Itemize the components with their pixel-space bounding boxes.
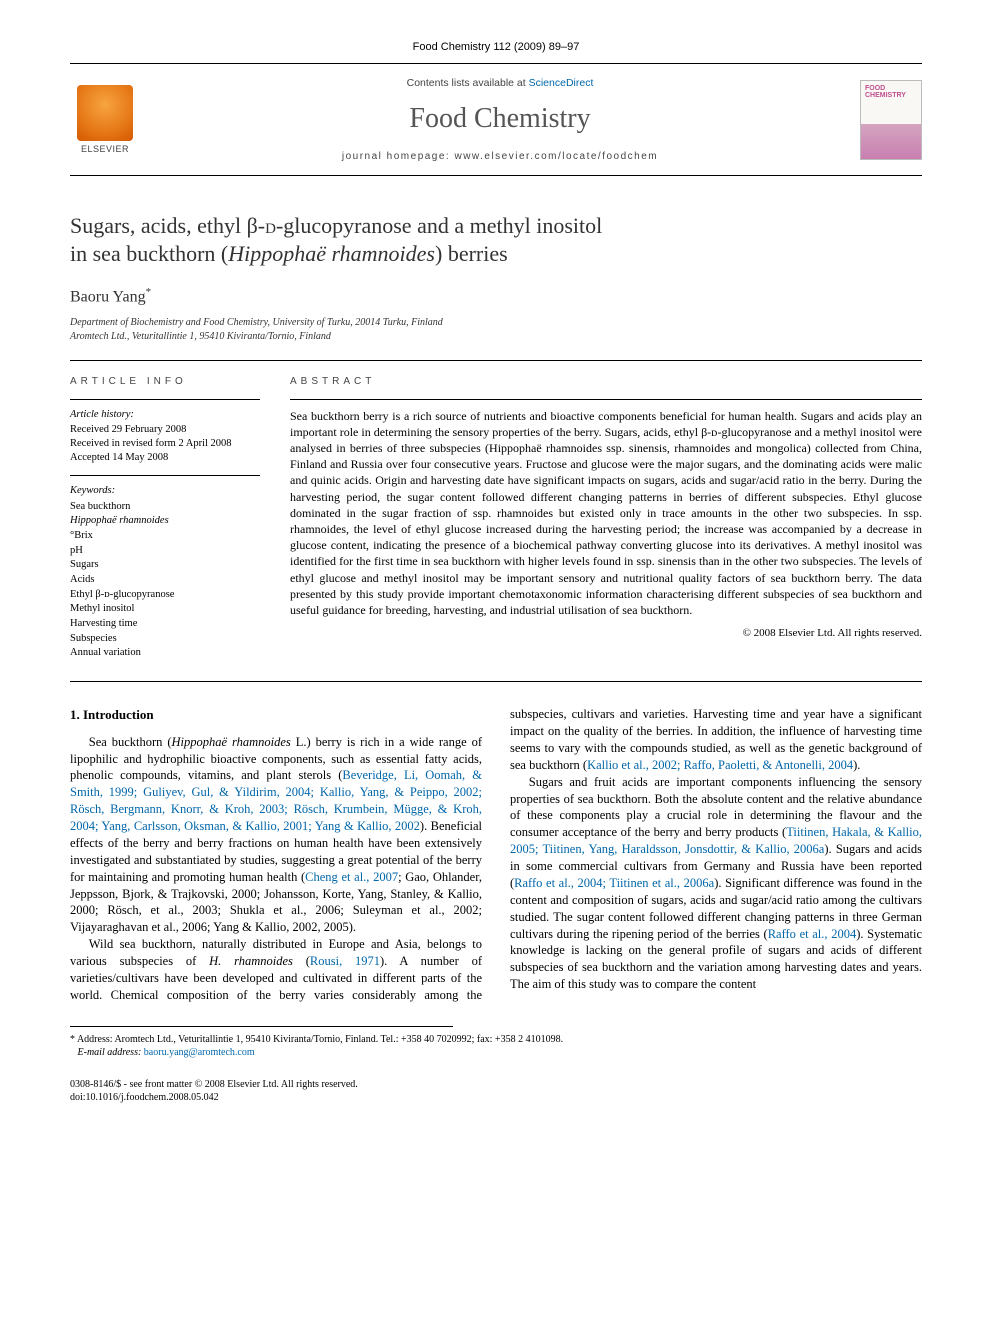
footer-line-1: 0308-8146/$ - see front matter © 2008 El… bbox=[70, 1078, 922, 1091]
kw-0: Sea buckthorn bbox=[70, 500, 260, 515]
article-info-column: article info Article history: Received 2… bbox=[70, 375, 260, 661]
footnotes: * Address: Aromtech Ltd., Veturitallinti… bbox=[70, 1033, 922, 1060]
p1-it1: Hippophaë rhamnoides bbox=[172, 735, 291, 749]
affiliation-1: Department of Biochemistry and Food Chem… bbox=[70, 316, 922, 330]
contents-prefix: Contents lists available at bbox=[407, 77, 529, 89]
info-divider-1 bbox=[70, 399, 260, 400]
journal-cover-thumbnail: FOOD CHEMISTRY bbox=[860, 80, 922, 160]
info-abstract-row: article info Article history: Received 2… bbox=[70, 360, 922, 661]
abstract-column: abstract Sea buckthorn berry is a rich s… bbox=[290, 375, 922, 661]
elsevier-tree-icon bbox=[77, 85, 133, 141]
p3-cite3[interactable]: Raffo et al., 2004 bbox=[768, 927, 857, 941]
sciencedirect-link[interactable]: ScienceDirect bbox=[529, 77, 594, 89]
p2d: ). bbox=[853, 758, 860, 772]
title-part1: Sugars, acids, ethyl β- bbox=[70, 213, 265, 238]
para-3: Sugars and fruit acids are important com… bbox=[510, 774, 922, 993]
p2-it1: H. rhamnoides bbox=[209, 954, 293, 968]
p2-cite2[interactable]: Kallio et al., 2002; Raffo, Paoletti, & … bbox=[587, 758, 853, 772]
journal-banner: ELSEVIER Contents lists available at Sci… bbox=[70, 63, 922, 176]
article-title: Sugars, acids, ethyl β-d-glucopyranose a… bbox=[70, 212, 922, 267]
title-part2a: in sea buckthorn ( bbox=[70, 241, 228, 266]
title-part1b: -glucopyranose and a methyl inositol bbox=[276, 213, 602, 238]
kw-7: Methyl inositol bbox=[70, 602, 260, 617]
corr-text: Aromtech Ltd., Veturitallintie 1, 95410 … bbox=[113, 1034, 564, 1045]
kw-9: Subspecies bbox=[70, 632, 260, 647]
running-citation: Food Chemistry 112 (2009) 89–97 bbox=[70, 40, 922, 55]
keywords-label: Keywords: bbox=[70, 484, 260, 498]
author-text: Baoru Yang bbox=[70, 289, 146, 306]
body-text: 1. Introduction Sea buckthorn (Hippophaë… bbox=[70, 706, 922, 1004]
corresponding-address: * Address: Aromtech Ltd., Veturitallinti… bbox=[70, 1033, 922, 1047]
affiliations: Department of Biochemistry and Food Chem… bbox=[70, 316, 922, 344]
kw-2: °Brix bbox=[70, 529, 260, 544]
p3-cite2[interactable]: Raffo et al., 2004; Tiitinen et al., 200… bbox=[514, 876, 714, 890]
kw-6: Ethyl β-ᴅ-glucopyranose bbox=[70, 588, 260, 603]
title-italic: Hippophaë rhamnoides bbox=[228, 241, 435, 266]
email-label: E-mail address: bbox=[78, 1047, 142, 1058]
p1-cite2[interactable]: Cheng et al., 2007 bbox=[305, 870, 398, 884]
footnote-divider bbox=[70, 1026, 453, 1027]
history-label: Article history: bbox=[70, 408, 260, 422]
kw-1-italic: Hippophaë rhamnoides bbox=[70, 515, 169, 526]
abstract-text: Sea buckthorn berry is a rich source of … bbox=[290, 408, 922, 618]
title-part2b: ) berries bbox=[435, 241, 508, 266]
p1a: Sea buckthorn ( bbox=[89, 735, 172, 749]
footer-line-2: doi:10.1016/j.foodchem.2008.05.042 bbox=[70, 1091, 922, 1104]
history-3: Accepted 14 May 2008 bbox=[70, 451, 260, 465]
cover-title-2: CHEMISTRY bbox=[865, 92, 917, 99]
kw-10: Annual variation bbox=[70, 646, 260, 661]
title-smallcaps: d bbox=[265, 213, 276, 238]
para-1: Sea buckthorn (Hippophaë rhamnoides L.) … bbox=[70, 734, 482, 937]
article-info-heading: article info bbox=[70, 375, 260, 389]
kw-4: Sugars bbox=[70, 558, 260, 573]
affiliation-2: Aromtech Ltd., Veturitallintie 1, 95410 … bbox=[70, 330, 922, 344]
kw-8: Harvesting time bbox=[70, 617, 260, 632]
author-name: Baoru Yang* bbox=[70, 285, 922, 308]
banner-center: Contents lists available at ScienceDirec… bbox=[140, 76, 860, 163]
p2-cite1[interactable]: Rousi, 1971 bbox=[310, 954, 380, 968]
history-1: Received 29 February 2008 bbox=[70, 423, 260, 437]
contents-available-line: Contents lists available at ScienceDirec… bbox=[140, 76, 860, 90]
keywords-list: Sea buckthorn Hippophaë rhamnoides °Brix… bbox=[70, 500, 260, 662]
cover-title-1: FOOD bbox=[865, 85, 917, 92]
p2b: ( bbox=[293, 954, 310, 968]
abstract-divider bbox=[290, 399, 922, 400]
corr-label: * Address: bbox=[70, 1034, 113, 1045]
elsevier-wordmark: ELSEVIER bbox=[81, 143, 129, 155]
journal-homepage: journal homepage: www.elsevier.com/locat… bbox=[140, 150, 860, 164]
footer-meta: 0308-8146/$ - see front matter © 2008 El… bbox=[70, 1078, 922, 1104]
journal-name: Food Chemistry bbox=[140, 100, 860, 138]
kw-1: Hippophaë rhamnoides bbox=[70, 514, 260, 529]
info-divider-2 bbox=[70, 475, 260, 476]
abstract-copyright: © 2008 Elsevier Ltd. All rights reserved… bbox=[290, 626, 922, 641]
abstract-heading: abstract bbox=[290, 375, 922, 389]
email-line: E-mail address: baoru.yang@aromtech.com bbox=[70, 1046, 922, 1060]
kw-5: Acids bbox=[70, 573, 260, 588]
elsevier-logo: ELSEVIER bbox=[70, 81, 140, 159]
email-link[interactable]: baoru.yang@aromtech.com bbox=[144, 1047, 255, 1058]
author-corr-marker: * bbox=[146, 286, 152, 298]
history-2: Received in revised form 2 April 2008 bbox=[70, 437, 260, 451]
kw-3: pH bbox=[70, 544, 260, 559]
section-divider bbox=[70, 681, 922, 682]
intro-heading: 1. Introduction bbox=[70, 706, 482, 724]
